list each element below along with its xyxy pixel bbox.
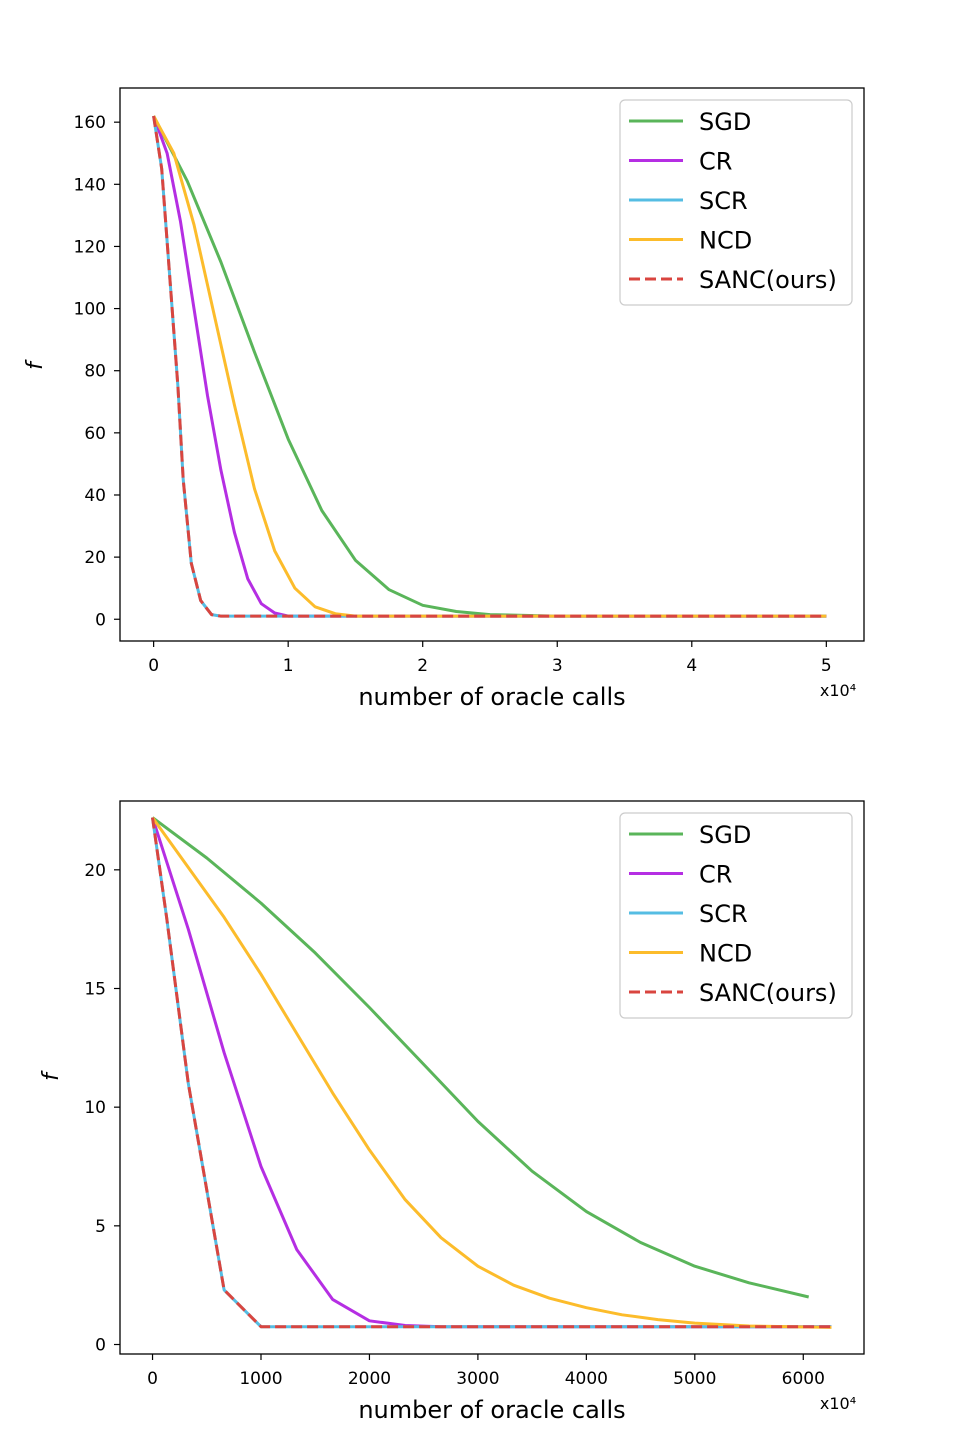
legend-entry: NCD xyxy=(699,940,752,968)
legend-box xyxy=(619,99,853,306)
series-group xyxy=(152,115,827,618)
x-axis-multiplier: x10⁴ xyxy=(820,1394,856,1413)
x-tick-label: 2 xyxy=(417,656,428,676)
y-tick-label: 100 xyxy=(74,300,106,320)
x-tick-label: 0 xyxy=(148,656,159,676)
y-axis-label: f xyxy=(39,1070,64,1081)
legend-entry: CR xyxy=(699,148,732,176)
y-tick-label: 160 xyxy=(74,113,106,133)
y-tick-label: 0 xyxy=(95,1336,106,1356)
legend-box xyxy=(619,812,853,1019)
y-tick-label: 20 xyxy=(84,548,106,568)
legend-entry: SANC(ours) xyxy=(699,266,837,294)
y-tick-label: 80 xyxy=(84,362,106,382)
axes-frame xyxy=(119,800,865,1355)
legend-entry: SANC(ours) xyxy=(699,979,837,1007)
x-tick-label: 1 xyxy=(283,656,294,676)
legend: SGD CR SCR NCD SANC(ours) xyxy=(619,99,853,306)
legend: SGD CR SCR NCD SANC(ours) xyxy=(619,812,853,1019)
series-line-ncd xyxy=(151,816,832,1329)
legend-entry: SCR xyxy=(699,900,748,928)
x-tick-label: 2000 xyxy=(348,1369,391,1389)
y-tick-label: 60 xyxy=(84,424,106,444)
x-tick-label: 3000 xyxy=(456,1369,499,1389)
x-axis-label: number of oracle calls xyxy=(358,1396,625,1424)
y-tick-label: 120 xyxy=(74,237,106,257)
y-tick-label: 0 xyxy=(95,610,106,630)
y-tick-label: 5 xyxy=(95,1217,106,1237)
x-axis-label: number of oracle calls xyxy=(358,683,625,711)
chart-panel-1: 0 1 2 3 4 5 0 20 40 60 80 100 120 140 160 number of ora… xyxy=(23,87,865,711)
x-tick-label: 1000 xyxy=(239,1369,282,1389)
y-tick-label: 10 xyxy=(84,1098,106,1118)
y-tick-label: 15 xyxy=(84,979,106,999)
series-line-sanc-ours xyxy=(152,115,827,618)
x-axis-multiplier: x10⁴ xyxy=(820,681,856,700)
x-tick-label: 4 xyxy=(686,656,697,676)
y-tick-label: 140 xyxy=(74,175,106,195)
series-line-sgd xyxy=(151,816,810,1299)
legend-entry: SGD xyxy=(699,821,751,849)
x-tick-label: 3 xyxy=(552,656,563,676)
series-group xyxy=(151,816,832,1329)
y-tick-label: 40 xyxy=(84,486,106,506)
legend-entry: SGD xyxy=(699,108,751,136)
axes-frame xyxy=(119,87,865,642)
legend-entry: CR xyxy=(699,861,732,889)
series-line-sanc-ours xyxy=(151,817,832,1329)
legend-entry: NCD xyxy=(699,227,752,255)
chart-panel-2: 0 1000 2000 3000 4000 5000 6000 0 5 10 15 20 number … xyxy=(39,800,865,1424)
y-axis-label: f xyxy=(23,359,48,370)
x-tick-label: 5 xyxy=(821,656,832,676)
x-tick-label: 6000 xyxy=(782,1369,825,1389)
legend-entry: SCR xyxy=(699,187,748,215)
x-tick-label: 0 xyxy=(147,1369,158,1389)
y-tick-label: 20 xyxy=(84,861,106,881)
x-tick-label: 5000 xyxy=(673,1369,716,1389)
x-tick-label: 4000 xyxy=(565,1369,608,1389)
